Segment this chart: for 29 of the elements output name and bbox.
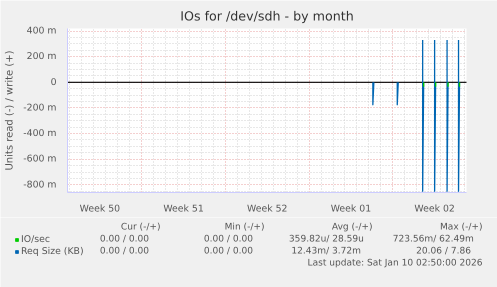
text: Max (-/+) [440, 222, 482, 232]
y-tick-label: 0 [50, 76, 57, 88]
text: 359.82u/ 28.59u [288, 234, 364, 244]
x-tick-label: Week 02 [414, 204, 455, 214]
legend-label: Req Size (KB) [21, 245, 84, 257]
text: Last update: Sat Jan 10 02:50:00 2026 [308, 258, 483, 268]
legend-label: IO/sec [21, 233, 50, 245]
text: 723.56m/ 62.49m [392, 234, 474, 244]
y-tick-label: 400 m [26, 26, 57, 37]
x-tick-label: Week 50 [80, 204, 120, 214]
text: 0.00 / 0.00 [100, 246, 150, 256]
text: 12.43m/ 3.72m [291, 246, 362, 256]
chart-title: IOs for /dev/sdh - by month [180, 8, 354, 24]
x-tick-label: Week 01 [330, 204, 372, 214]
text: Cur (-/+) [120, 222, 161, 232]
x-tick-label: Week 52 [247, 204, 288, 214]
y-tick-label: -600 m [23, 154, 57, 165]
text: 0.00 / 0.00 [204, 234, 254, 244]
y-tick-label: -800 m [23, 179, 57, 190]
text: 20.06 / 7.86 [416, 246, 472, 256]
y-tick-label: -400 m [23, 128, 57, 140]
y-axis-title: Units read (-) / write (+) [4, 50, 16, 171]
text: 0.00 / 0.00 [204, 246, 254, 256]
text: Min (-/+) [224, 222, 265, 232]
y-tick-label: 200 m [26, 51, 57, 62]
text: 0.00 / 0.00 [100, 234, 150, 244]
text: Avg (-/+) [332, 222, 373, 232]
x-tick-label: Week 51 [163, 204, 204, 214]
y-tick-label: -200 m [23, 102, 57, 114]
